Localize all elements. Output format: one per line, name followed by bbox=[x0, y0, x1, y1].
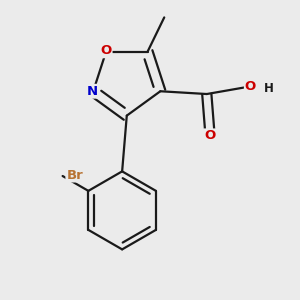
Text: O: O bbox=[245, 80, 256, 93]
Text: O: O bbox=[100, 44, 112, 57]
Text: H: H bbox=[263, 82, 273, 95]
Text: Br: Br bbox=[66, 169, 83, 182]
Text: O: O bbox=[204, 129, 215, 142]
Text: N: N bbox=[87, 85, 98, 98]
